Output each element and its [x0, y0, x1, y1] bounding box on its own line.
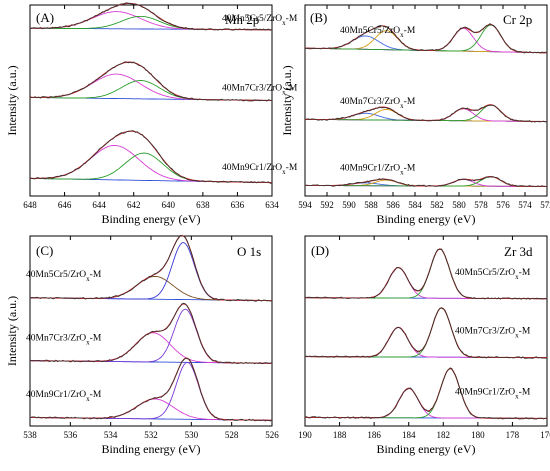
sample-label: 40Mn9Cr1/ZrOx-M — [26, 390, 102, 403]
y-axis-title: Intensity (a.u.) — [280, 65, 294, 135]
spectrum-1: 40Mn5Cr5/ZrOx-M — [304, 23, 548, 54]
raw-spectrum — [304, 248, 548, 300]
x-tick-label: 178 — [506, 430, 520, 440]
x-tick-label: 634 — [265, 200, 279, 210]
raw-spectrum — [304, 307, 548, 359]
x-tick-label: 190 — [298, 430, 312, 440]
y-axis-title: Intensity (a.u.) — [5, 296, 19, 366]
sample-label: 40Mn9Cr1/ZrOx-M — [340, 164, 416, 177]
panel-tag: (C) — [36, 243, 53, 258]
sample-label: 40Mn9Cr1/ZrOx-M — [455, 388, 531, 401]
spectrum-3: 40Mn9Cr1/ZrOx-M — [304, 367, 548, 420]
spectrum-3: 40Mn9Cr1/ZrOx-M — [304, 164, 548, 188]
x-tick-label: 182 — [437, 430, 451, 440]
x-axis-title: Binding energy (eV) — [101, 212, 200, 226]
y-axis-title: Intensity (a.u.) — [5, 65, 19, 135]
raw-spectrum — [29, 234, 273, 302]
x-tick-label: 586 — [386, 200, 400, 210]
raw-spectrum — [29, 61, 273, 102]
spectrum-2: 40Mn7Cr3/ZrOx-M — [26, 302, 273, 365]
x-tick-label: 594 — [298, 200, 312, 210]
raw-spectrum — [29, 2, 273, 31]
raw-spectrum — [29, 302, 273, 365]
x-tick-label: 580 — [452, 200, 466, 210]
raw-spectrum — [304, 23, 548, 54]
x-tick-label: 590 — [342, 200, 356, 210]
sample-label: 40Mn5Cr5/ZrOx-M — [222, 14, 298, 27]
panel-title: Cr 2p — [503, 12, 532, 27]
x-tick-label: 640 — [162, 200, 176, 210]
x-tick-label: 528 — [225, 430, 239, 440]
x-tick-label: 638 — [196, 200, 210, 210]
x-tick-label: 530 — [185, 430, 199, 440]
spectrum-1: 40Mn5Cr5/ZrOx-M — [26, 234, 273, 302]
x-tick-label: 536 — [64, 430, 78, 440]
raw-spectrum — [304, 176, 548, 188]
x-axis-title: Binding energy (eV) — [101, 442, 200, 456]
panel-title: Mn 2p — [225, 12, 259, 27]
spectrum-2: 40Mn7Cr3/ZrOx-M — [304, 307, 548, 359]
panels: 648 646 644 642 640 638 636 634 Binding energy (… — [5, 2, 550, 456]
fit-envelope — [29, 234, 272, 302]
panel-title: Zr 3d — [504, 244, 533, 259]
sample-label: 40Mn5Cr5/ZrOx-M — [340, 26, 416, 39]
raw-spectrum — [304, 104, 548, 123]
plot-frame — [304, 4, 548, 197]
panel-tag: (B) — [310, 10, 327, 25]
sample-label: 40Mn7Cr3/ZrOx-M — [222, 83, 298, 96]
spectrum-1: 40Mn5Cr5/ZrOx-M — [29, 2, 298, 31]
raw-spectrum — [304, 367, 548, 420]
x-tick-label: 592 — [320, 200, 334, 210]
x-tick-label: 526 — [265, 430, 279, 440]
x-tick-label: 574 — [518, 200, 532, 210]
raw-spectrum — [29, 357, 273, 422]
x-tick-label: 636 — [231, 200, 245, 210]
fit-envelope — [305, 104, 547, 123]
x-tick-label: 572 — [540, 200, 550, 210]
sample-label: 40Mn7Cr3/ZrOx-M — [340, 97, 416, 110]
x-tick-label: 648 — [23, 200, 37, 210]
panel-c: 538 536 534 532 530 528 526 Binding energy (eV)… — [5, 234, 279, 456]
x-tick-label: 584 — [408, 200, 422, 210]
spectrum-1: 40Mn5Cr5/ZrOx-M — [304, 248, 548, 300]
x-tick-label: 642 — [127, 200, 141, 210]
x-tick-label: 534 — [104, 430, 118, 440]
x-tick-label: 538 — [23, 430, 37, 440]
panel-tag: (D) — [311, 243, 329, 258]
x-tick-label: 180 — [471, 430, 485, 440]
x-tick-label: 582 — [430, 200, 444, 210]
x-tick-label: 186 — [367, 430, 381, 440]
spectrum-2: 40Mn7Cr3/ZrOx-M — [29, 61, 298, 102]
plot-frame — [304, 235, 548, 427]
spectrum-3: 40Mn9Cr1/ZrOx-M — [26, 357, 273, 422]
panel-title: O 1s — [237, 244, 261, 259]
panel-d: 190 188 186 184 182 180 178 176 Binding energy (… — [298, 235, 550, 456]
x-tick-label: 578 — [474, 200, 488, 210]
x-tick-label: 588 — [364, 200, 378, 210]
x-tick-label: 644 — [92, 200, 106, 210]
x-tick-label: 188 — [333, 430, 347, 440]
sample-label: 40Mn5Cr5/ZrOx-M — [455, 268, 531, 281]
x-tick-label: 646 — [58, 200, 72, 210]
x-tick-label: 176 — [540, 430, 550, 440]
panel-tag: (A) — [36, 10, 54, 25]
panel-a: 648 646 644 642 640 638 636 634 Binding energy (… — [5, 2, 298, 226]
sample-label: 40Mn7Cr3/ZrOx-M — [26, 334, 102, 347]
x-axis-title: Binding energy (eV) — [376, 442, 475, 456]
x-tick-label: 532 — [144, 430, 158, 440]
x-tick-label: 184 — [402, 430, 416, 440]
x-axis-title: Binding energy (eV) — [376, 212, 475, 226]
panel-b: 594 592 590 588 586 584 582 580 578 576 574 572 Bind… — [280, 4, 550, 226]
raw-spectrum — [29, 130, 273, 184]
sample-label: 40Mn5Cr5/ZrOx-M — [26, 270, 102, 283]
spectrum-3: 40Mn9Cr1/ZrOx-M — [29, 130, 298, 184]
x-tick-label: 576 — [496, 200, 510, 210]
spectrum-2: 40Mn7Cr3/ZrOx-M — [304, 97, 548, 123]
sample-label: 40Mn9Cr1/ZrOx-M — [222, 163, 298, 176]
sample-label: 40Mn7Cr3/ZrOx-M — [455, 327, 531, 340]
